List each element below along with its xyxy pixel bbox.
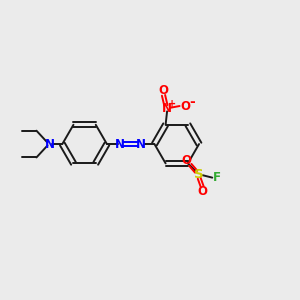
Text: F: F [213,171,221,184]
Text: +: + [168,99,176,109]
Text: N: N [45,138,55,151]
Text: O: O [182,154,191,167]
Text: -: - [190,94,195,109]
Text: O: O [197,185,207,198]
Text: O: O [180,100,190,112]
Text: N: N [162,102,172,115]
Text: S: S [194,168,204,181]
Text: N: N [136,138,146,151]
Text: N: N [115,138,125,151]
Text: O: O [158,84,169,97]
